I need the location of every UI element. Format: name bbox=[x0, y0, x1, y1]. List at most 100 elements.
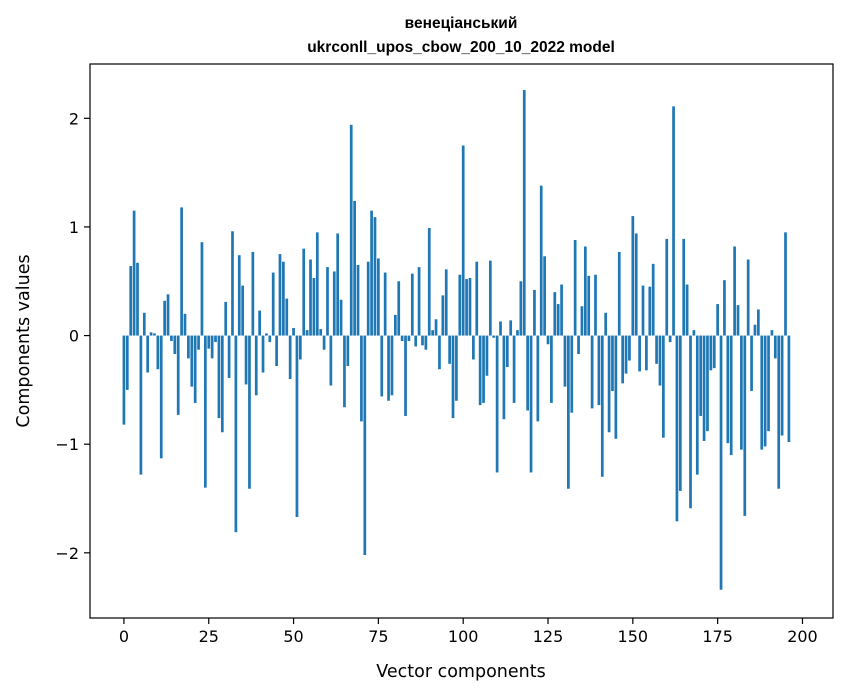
bar-component-176 bbox=[719, 335, 723, 590]
bar-component-164 bbox=[678, 335, 682, 491]
bar-series bbox=[122, 90, 791, 590]
bar-component-35 bbox=[241, 285, 245, 336]
bar-component-0 bbox=[122, 335, 126, 425]
bar-component-23 bbox=[200, 242, 204, 336]
y-axis-label: Components values bbox=[14, 254, 34, 427]
bar-component-171 bbox=[702, 335, 706, 441]
bar-component-104 bbox=[475, 261, 479, 336]
bar-component-1 bbox=[125, 335, 129, 390]
bar-component-95 bbox=[444, 269, 448, 336]
bar-component-172 bbox=[706, 335, 709, 432]
bar-component-64 bbox=[339, 299, 343, 336]
bar-component-166 bbox=[685, 284, 689, 336]
bar-component-196 bbox=[787, 335, 791, 443]
bar-component-76 bbox=[380, 335, 384, 397]
bar-component-126 bbox=[550, 335, 553, 403]
x-tick-label: 175 bbox=[702, 627, 733, 646]
bar-component-106 bbox=[482, 335, 485, 403]
bar-component-68 bbox=[353, 200, 356, 336]
bar-component-117 bbox=[519, 281, 523, 336]
bar-component-83 bbox=[404, 335, 407, 416]
bar-component-167 bbox=[689, 335, 692, 509]
bar-component-111 bbox=[499, 321, 502, 336]
bar-component-33 bbox=[234, 335, 238, 533]
bar-component-56 bbox=[312, 278, 316, 336]
bar-component-133 bbox=[573, 239, 577, 336]
bar-component-192 bbox=[773, 335, 777, 359]
bar-component-73 bbox=[370, 210, 373, 336]
bar-component-26 bbox=[210, 335, 214, 359]
bar-component-85 bbox=[410, 273, 414, 336]
bar-component-13 bbox=[166, 294, 170, 336]
bar-component-75 bbox=[377, 258, 380, 336]
bar-component-22 bbox=[197, 335, 200, 350]
bar-component-152 bbox=[638, 335, 641, 372]
bar-component-36 bbox=[244, 335, 248, 385]
bar-component-51 bbox=[295, 335, 299, 517]
bar-component-30 bbox=[224, 301, 228, 336]
bar-component-89 bbox=[424, 335, 428, 350]
chart-title-line-1: венеціанський bbox=[405, 15, 518, 32]
bar-component-194 bbox=[780, 335, 784, 436]
bar-component-124 bbox=[543, 256, 546, 336]
bar-component-186 bbox=[753, 324, 757, 336]
bar-component-156 bbox=[651, 263, 655, 336]
bar-component-188 bbox=[760, 335, 764, 450]
bar-component-37 bbox=[248, 335, 251, 489]
bar-component-136 bbox=[583, 246, 587, 336]
bar-component-14 bbox=[170, 335, 173, 341]
bar-component-193 bbox=[777, 335, 781, 489]
chart-title-line-2: ukrconll_upos_cbow_200_10_2022 model bbox=[307, 39, 615, 56]
bar-component-65 bbox=[343, 335, 346, 408]
bar-component-15 bbox=[173, 335, 177, 355]
bar-component-88 bbox=[421, 335, 424, 346]
bar-component-29 bbox=[220, 335, 224, 433]
bar-component-18 bbox=[183, 313, 187, 336]
bar-component-142 bbox=[604, 312, 608, 336]
bar-component-118 bbox=[522, 90, 526, 336]
bar-component-112 bbox=[502, 335, 506, 420]
bar-component-3 bbox=[132, 210, 136, 336]
bar-component-10 bbox=[156, 335, 160, 370]
bar-component-191 bbox=[770, 330, 774, 336]
bar-component-21 bbox=[193, 335, 197, 403]
bar-component-151 bbox=[634, 233, 638, 336]
bar-component-80 bbox=[393, 314, 397, 336]
bar-component-178 bbox=[726, 335, 730, 444]
bar-component-19 bbox=[187, 335, 190, 359]
bar-component-41 bbox=[261, 335, 265, 373]
bar-component-54 bbox=[305, 330, 309, 336]
bar-component-146 bbox=[617, 251, 621, 336]
x-tick-label: 125 bbox=[533, 627, 564, 646]
bar-component-100 bbox=[461, 145, 465, 336]
bar-component-130 bbox=[563, 335, 567, 387]
bar-component-40 bbox=[258, 310, 261, 336]
bar-component-190 bbox=[767, 335, 770, 432]
y-tick-label: −1 bbox=[55, 435, 79, 454]
bar-component-181 bbox=[736, 305, 740, 336]
bar-component-165 bbox=[682, 238, 686, 336]
x-axis-ticks: 0 25 50 75 100 125 150 175 200 bbox=[119, 618, 818, 646]
bar-component-139 bbox=[594, 274, 597, 336]
x-tick-label: 200 bbox=[787, 627, 818, 646]
bar-component-50 bbox=[292, 327, 295, 336]
bar-component-128 bbox=[556, 304, 560, 336]
bar-component-27 bbox=[214, 335, 217, 343]
bar-component-132 bbox=[570, 335, 574, 413]
bar-component-105 bbox=[478, 335, 482, 406]
bar-component-92 bbox=[434, 319, 438, 336]
bar-component-134 bbox=[577, 335, 580, 355]
bar-component-69 bbox=[356, 264, 360, 336]
bar-component-183 bbox=[743, 335, 747, 516]
bar-component-169 bbox=[695, 335, 699, 475]
bar-component-137 bbox=[587, 275, 591, 336]
bar-component-72 bbox=[366, 261, 370, 336]
y-tick-label: 0 bbox=[69, 327, 79, 346]
bar-component-70 bbox=[360, 335, 363, 422]
bar-component-177 bbox=[723, 280, 726, 336]
bar-component-17 bbox=[180, 207, 183, 336]
bar-component-187 bbox=[757, 309, 760, 336]
bar-component-59 bbox=[322, 335, 326, 350]
bar-component-175 bbox=[716, 304, 719, 336]
bar-component-160 bbox=[665, 238, 669, 336]
